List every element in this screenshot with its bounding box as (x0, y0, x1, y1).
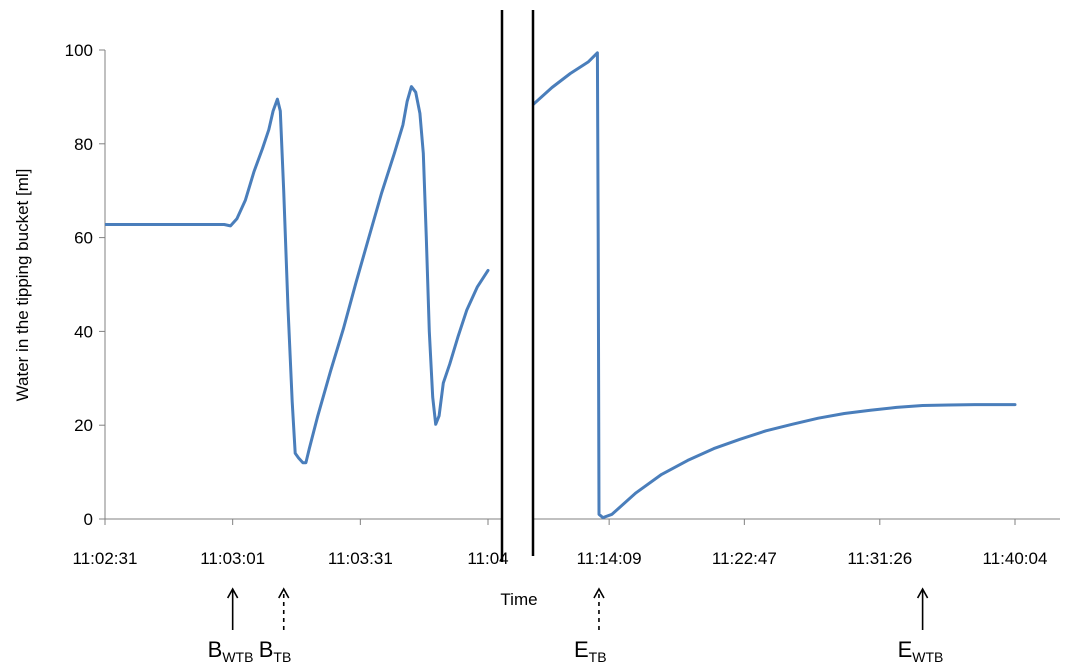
annotation-b-wtb: BWTB (208, 587, 254, 665)
y-tick-label: 100 (65, 41, 93, 60)
annotations: BWTB BTB ETB EWTB (208, 587, 944, 665)
x-tick-label: 11:31:26 (847, 549, 912, 568)
annotation-b-tb: BTB (259, 587, 292, 665)
plot-area (105, 10, 1017, 562)
annotation-arrow-head (226, 587, 239, 599)
annotation-label: BTB (259, 637, 292, 665)
y-tick-label: 60 (74, 229, 93, 248)
y-tick-label: 40 (74, 322, 93, 341)
annotation-label: BWTB (208, 637, 254, 665)
x-tick-label: 11:22:47 (712, 549, 777, 568)
y-axis: 0 20 40 60 80 100 (65, 41, 106, 529)
x-tick-label: 11:04 (467, 549, 508, 568)
series-line-right (533, 51, 1017, 520)
x-tick-label: 11:03:31 (328, 549, 393, 568)
x-tick-label: 11:14:09 (577, 549, 642, 568)
annotation-label: ETB (574, 637, 607, 665)
annotation-arrow-head (278, 587, 290, 599)
x-tick-label: 11:40:04 (983, 549, 1048, 568)
y-tick-label: 20 (74, 416, 93, 435)
annotation-e-tb: ETB (574, 587, 607, 665)
y-axis-title: Water in the tipping bucket [ml] (13, 169, 32, 402)
annotation-e-wtb: EWTB (898, 587, 944, 665)
x-tick-label: 11:03:01 (200, 549, 265, 568)
annotation-arrow-head (916, 587, 929, 599)
series-line-left (105, 85, 490, 465)
x-axis-title: Time (500, 590, 537, 609)
x-axis: 11:02:31 11:03:01 11:03:31 11:04 11:14:09 11:… (73, 518, 1060, 568)
x-tick-label: 11:02:31 (73, 549, 138, 568)
y-tick-label: 80 (74, 135, 93, 154)
y-tick-label: 0 (84, 510, 93, 529)
annotation-arrow-head (593, 587, 605, 599)
annotation-label: EWTB (898, 637, 944, 665)
